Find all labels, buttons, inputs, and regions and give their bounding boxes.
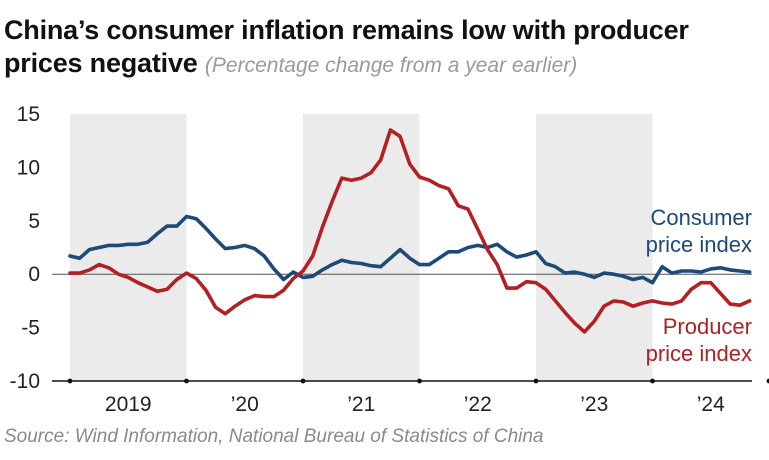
x-tick-mark [533, 378, 539, 384]
x-tick-mark [417, 378, 422, 384]
x-tick-label: ’21 [347, 393, 375, 416]
x-tick-label: ’23 [580, 393, 608, 416]
ppi-label-line: price index [646, 341, 752, 366]
ppi-label-line: Producer [663, 314, 752, 339]
cpi-label: Consumer price index [646, 205, 752, 257]
x-tick-label: ’24 [697, 393, 725, 416]
x-tick-label: 2019 [105, 393, 152, 416]
shade-band-2 [303, 114, 420, 381]
chart-subtitle: (Percentage change from a year earlier) [204, 54, 578, 77]
y-tick-label: 5 [28, 210, 40, 233]
series-lines [68, 128, 752, 334]
ppi-line [68, 128, 752, 334]
cpi-label-line: Consumer [651, 205, 752, 230]
cpi-label-line: price index [646, 232, 752, 257]
ppi-label: Producer price index [646, 314, 752, 366]
x-tick-mark [766, 378, 769, 384]
y-tick-label: 15 [17, 103, 40, 126]
chart-title: China’s consumer inflation remains low w… [4, 14, 766, 82]
y-tick-label: 10 [17, 156, 40, 179]
y-tick-label: 0 [28, 263, 40, 286]
shade-band-0 [70, 114, 187, 381]
chart-title-text: China’s consumer inflation remains low w… [4, 15, 689, 78]
y-tick-label: -5 [21, 317, 40, 340]
x-tick-label: ’20 [231, 393, 259, 416]
line-chart: 15 10 5 0 -5 -10 2019 ’20 ’21 ’22 ’23 ’24 Consumer… [10, 103, 769, 416]
x-axis-ticks: 2019 ’20 ’21 ’22 ’23 ’24 [67, 378, 769, 416]
y-tick-label: -10 [10, 370, 40, 393]
x-tick-mark [67, 378, 73, 384]
x-tick-mark [184, 378, 189, 384]
source-note: Source: Wind Information, National Burea… [4, 426, 544, 447]
x-tick-label: ’22 [464, 393, 492, 416]
x-tick-mark [650, 378, 655, 384]
cpi-line [68, 214, 752, 285]
x-tick-mark [300, 378, 306, 384]
year-shading [70, 114, 653, 381]
shade-band-4 [536, 114, 653, 381]
y-axis-ticks: 15 10 5 0 -5 -10 [10, 103, 40, 393]
